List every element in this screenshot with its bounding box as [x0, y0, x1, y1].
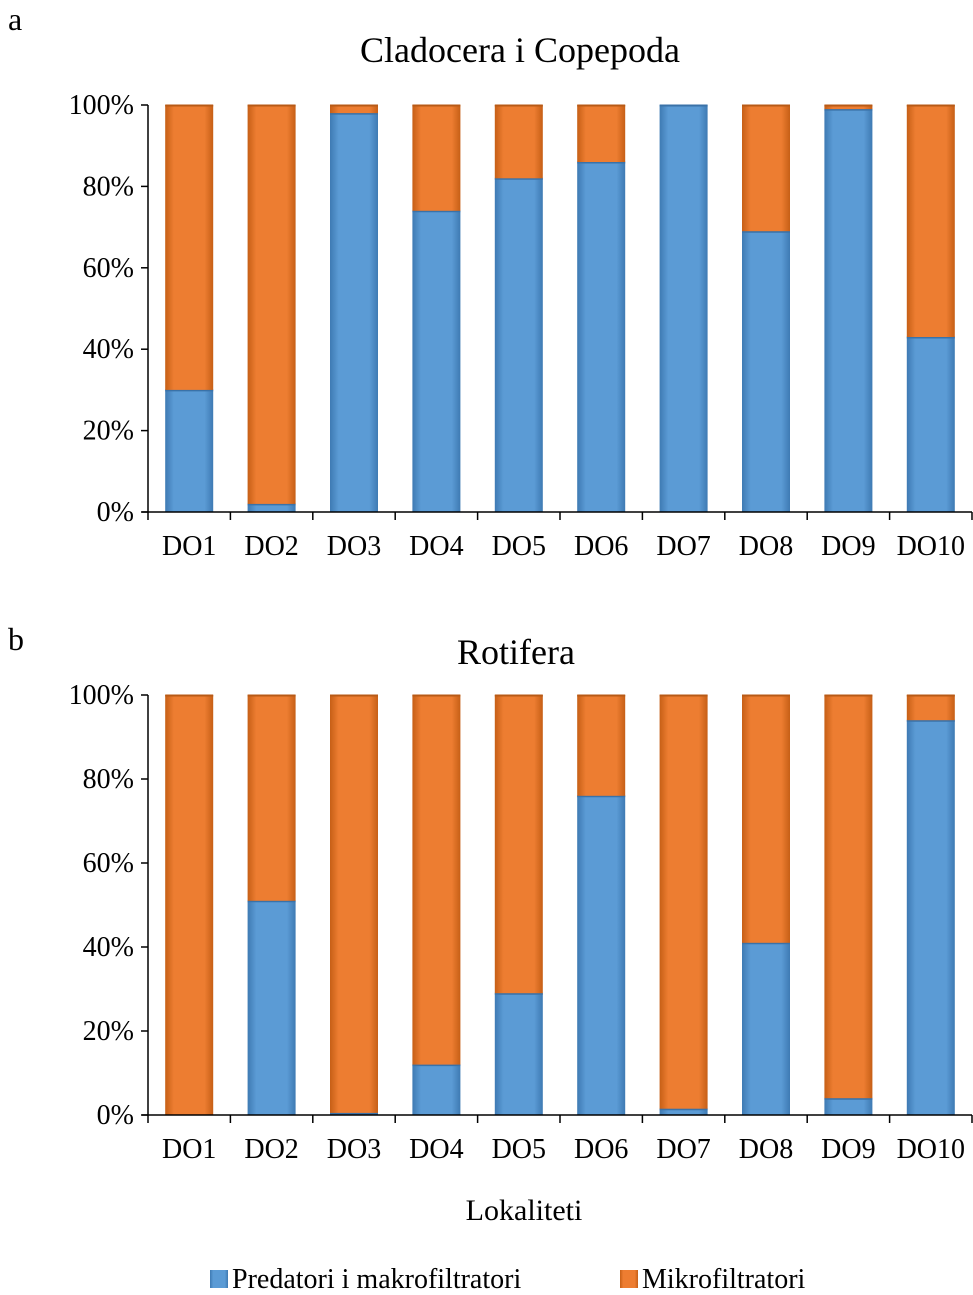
y-tick-label: 60%	[83, 848, 134, 879]
bar-mikrofiltratori-do4	[412, 695, 461, 1065]
x-tick-label-do1: DO1	[162, 531, 216, 562]
legend-swatch-predatori	[210, 1270, 228, 1288]
bar-mikrofiltratori-do6	[577, 695, 626, 796]
bar-predatori-do6	[577, 162, 626, 512]
bar-predatori-do7	[659, 1108, 708, 1115]
x-tick-label-do3: DO3	[327, 1134, 381, 1165]
y-tick-label: 40%	[83, 334, 134, 365]
y-tick-label: 20%	[83, 416, 134, 447]
legend-swatch-mikrofiltratori	[620, 1270, 638, 1288]
bar-mikrofiltratori-do9	[824, 695, 873, 1099]
panel-b-letter: b	[8, 621, 24, 657]
x-axis-label: Lokaliteti	[466, 1194, 583, 1227]
y-tick-label: 60%	[83, 253, 134, 284]
bar-predatori-do3	[330, 113, 378, 512]
panel-a-title: Cladocera i Copepoda	[360, 30, 680, 70]
bar-mikrofiltratori-do7	[659, 695, 708, 1109]
bar-predatori-do10	[906, 720, 955, 1115]
y-tick-label: 100%	[69, 90, 134, 121]
y-tick-label: 100%	[69, 680, 134, 711]
x-tick-label-do6: DO6	[574, 1134, 628, 1165]
bar-mikrofiltratori-do8	[742, 695, 790, 943]
bar-predatori-do10	[906, 337, 955, 512]
panel-a-bars	[165, 104, 955, 513]
bar-predatori-do8	[742, 942, 790, 1115]
y-tick-label: 80%	[83, 171, 134, 202]
bar-mikrofiltratori-do10	[906, 105, 955, 337]
bar-mikrofiltratori-do10	[906, 695, 955, 721]
panel-b: b Rotifera 0% 20% 40% 60% 80% 100% DO1 DO2 DO3 DO…	[8, 621, 973, 1165]
bar-mikrofiltratori-do3	[330, 695, 378, 1113]
bar-predatori-do6	[577, 795, 626, 1115]
bar-mikrofiltratori-do8	[742, 105, 790, 232]
x-tick-label-do8: DO8	[739, 531, 793, 562]
bar-mikrofiltratori-do1	[165, 695, 214, 1115]
legend: Predatori i makrofiltratori Mikrofiltrat…	[210, 1264, 806, 1295]
x-tick-label-do1: DO1	[162, 1134, 216, 1165]
legend-label-mikrofiltratori: Mikrofiltratori	[642, 1264, 806, 1295]
x-tick-label-do3: DO3	[327, 531, 381, 562]
x-tick-label-do4: DO4	[409, 531, 463, 562]
x-tick-label-do9: DO9	[821, 531, 875, 562]
panel-b-axes: 0% 20% 40% 60% 80% 100% DO1 DO2 DO3 DO4 DO5 DO6 DO7 D…	[69, 680, 973, 1165]
y-tick-label: 40%	[83, 932, 134, 963]
y-tick-label: 80%	[83, 764, 134, 795]
x-tick-label-do7: DO7	[656, 531, 710, 562]
x-tick-label-do2: DO2	[244, 1134, 298, 1165]
panel-a: a Cladocera i Copepoda 0% 20% 40% 60% 80% 100…	[8, 1, 973, 562]
legend-item-mikrofiltratori: Mikrofiltratori	[620, 1264, 806, 1295]
x-tick-label-do2: DO2	[244, 531, 298, 562]
y-tick-label: 20%	[83, 1016, 134, 1047]
x-tick-label-do5: DO5	[492, 1134, 546, 1165]
bar-predatori-do2	[247, 503, 296, 512]
bar-mikrofiltratori-do3	[330, 105, 378, 114]
bar-mikrofiltratori-do9	[824, 105, 873, 110]
bar-predatori-do1	[165, 389, 214, 512]
x-tick-label-do6: DO6	[574, 531, 628, 562]
legend-label-predatori: Predatori i makrofiltratori	[232, 1264, 521, 1295]
bar-predatori-do2	[247, 900, 296, 1115]
panel-b-bars	[165, 694, 955, 1115]
bar-predatori-do9	[824, 109, 873, 512]
panel-b-title: Rotifera	[457, 632, 575, 672]
bar-mikrofiltratori-do6	[577, 105, 626, 162]
bar-predatori-do4	[412, 210, 461, 513]
bar-mikrofiltratori-do1	[165, 105, 214, 390]
bar-mikrofiltratori-do4	[412, 105, 461, 211]
bar-predatori-do7	[659, 105, 708, 512]
x-tick-label-do4: DO4	[409, 1134, 463, 1165]
bar-predatori-do8	[742, 231, 790, 512]
panel-a-letter: a	[8, 1, 22, 37]
bar-mikrofiltratori-do2	[247, 105, 296, 504]
bar-predatori-do5	[494, 178, 543, 513]
y-tick-label: 0%	[97, 1100, 134, 1131]
bar-predatori-do9	[824, 1098, 873, 1115]
legend-item-predatori: Predatori i makrofiltratori	[210, 1264, 521, 1295]
bar-predatori-do5	[494, 993, 543, 1115]
x-tick-label-do10: DO10	[897, 531, 965, 562]
x-tick-label-do5: DO5	[492, 531, 546, 562]
panel-a-axes: 0% 20% 40% 60% 80% 100% DO1 DO2 DO3 DO4 DO5 DO6 DO7 D…	[69, 90, 973, 562]
x-tick-label-do9: DO9	[821, 1134, 875, 1165]
y-tick-label: 0%	[97, 497, 134, 528]
x-tick-label-do8: DO8	[739, 1134, 793, 1165]
bar-predatori-do4	[412, 1064, 461, 1115]
x-tick-label-do7: DO7	[656, 1134, 710, 1165]
x-tick-label-do10: DO10	[897, 1134, 965, 1165]
bar-mikrofiltratori-do5	[494, 695, 543, 994]
bar-mikrofiltratori-do5	[494, 105, 543, 179]
bar-mikrofiltratori-do2	[247, 695, 296, 901]
